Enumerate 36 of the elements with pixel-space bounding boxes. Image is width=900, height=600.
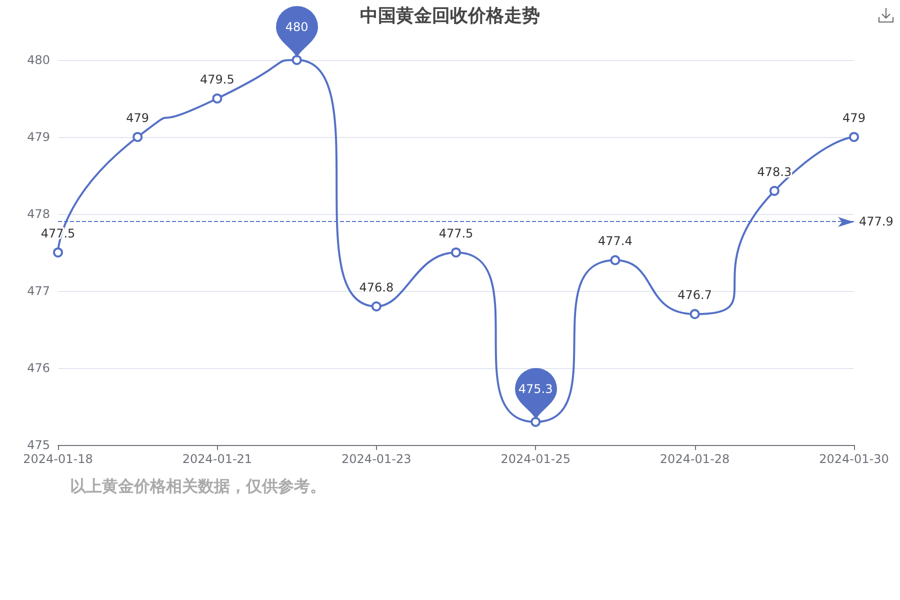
y-tick-label: 480	[27, 53, 50, 67]
point	[849, 132, 859, 142]
point	[690, 309, 700, 320]
data-label: 479	[126, 111, 150, 125]
y-tick-label: 478	[27, 207, 50, 221]
point	[53, 248, 63, 258]
data-label: 479	[842, 111, 866, 125]
x-tick-label: 2024-01-21	[182, 452, 252, 466]
point	[371, 301, 382, 312]
x-tick-label: 2024-01-18	[23, 452, 93, 466]
chart-title: 中国黄金回收价格走势	[360, 6, 540, 26]
point	[292, 55, 302, 65]
point	[212, 94, 222, 104]
annotation: 475.3	[517, 380, 554, 397]
point	[769, 186, 780, 196]
point	[530, 416, 541, 427]
data-label: 479.5	[200, 72, 234, 86]
data-label: 477.4	[598, 234, 632, 248]
x-tick-label: 2024-01-25	[500, 452, 570, 466]
annotation: 480	[284, 19, 310, 35]
point	[610, 255, 620, 266]
point	[132, 132, 143, 142]
y-tick-label: 477	[27, 284, 50, 298]
x-tick-label: 2024-01-23	[342, 452, 412, 466]
y-tick-label: 479	[27, 130, 50, 144]
data-label: 477.5	[438, 226, 474, 240]
x-tick-label: 2024-01-30	[819, 452, 889, 466]
data-label: 478.3	[757, 164, 792, 179]
text: 以上黄金价格相关数据，仅供参考。	[70, 476, 326, 496]
point	[451, 248, 461, 258]
data-label: 476.8	[359, 280, 394, 294]
ref-line-label: 477.9	[859, 214, 894, 229]
data-label: 476.7	[678, 288, 712, 302]
x-tick-label: 2024-01-28	[660, 452, 730, 466]
y-tick-label: 475	[27, 438, 50, 452]
y-tick-label: 476	[27, 361, 50, 375]
